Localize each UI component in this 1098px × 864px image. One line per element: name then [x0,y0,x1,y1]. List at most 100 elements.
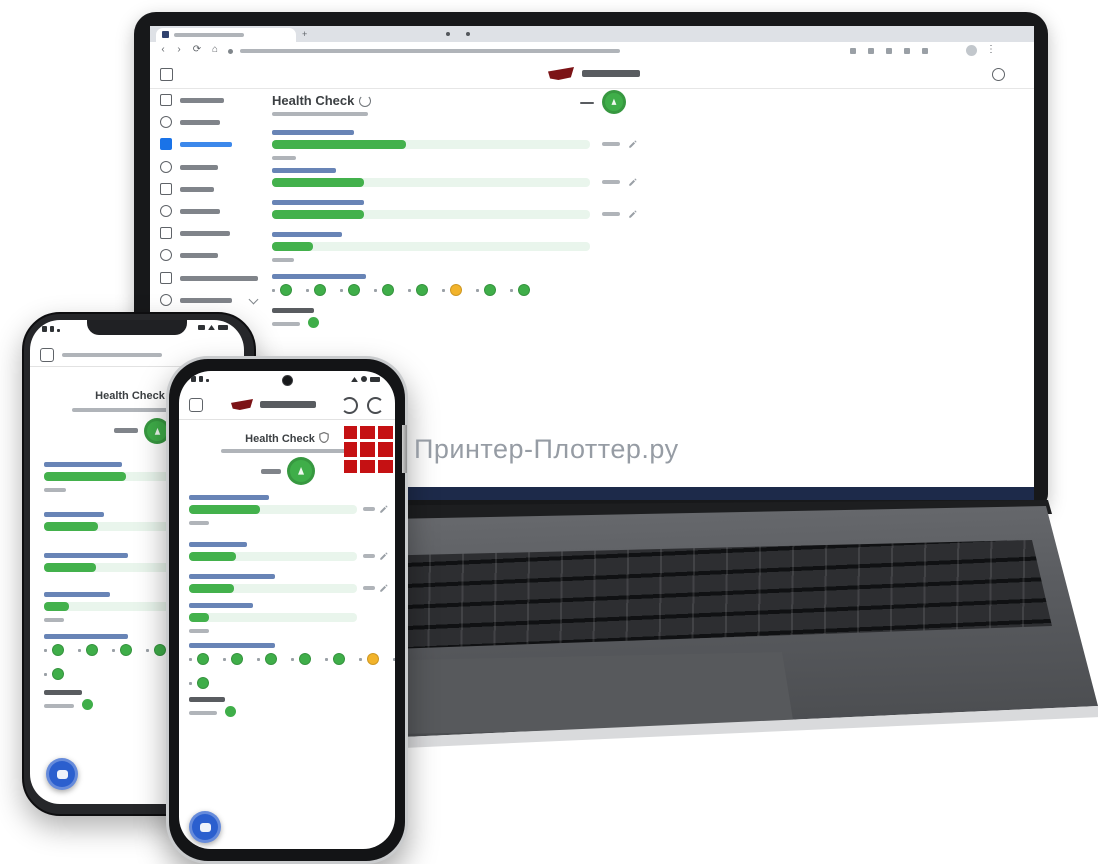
progress-track [189,584,357,593]
site-header [150,60,1034,88]
battery-icon [218,325,228,330]
status-label-blur [261,469,281,474]
supply-label-blur [44,592,110,597]
chevron-down-icon[interactable] [248,294,259,305]
progress-fill [44,563,97,572]
tabstrip-control-icon[interactable] [446,32,450,36]
sidebar-item-label-blur [180,209,220,214]
sidebar-item[interactable] [150,225,270,245]
status-indicator [272,284,292,296]
supply-label-blur [44,462,122,467]
self-check-status-dot [225,706,236,717]
sidebar-item-icon [160,205,172,217]
reload-icon[interactable]: ⟳ [192,44,202,55]
menu-icon[interactable] [160,68,173,81]
profile-avatar[interactable] [966,45,977,56]
shield-icon [319,430,329,448]
progress-fill [189,505,260,514]
supply-label-blur [189,603,253,608]
status-indicator [189,677,209,689]
new-tab-button[interactable]: + [302,29,308,39]
sidebar-item[interactable] [150,292,270,312]
status-indicator [393,653,395,665]
extension-icon[interactable] [904,48,910,54]
extension-icon[interactable] [886,48,892,54]
sidebar-item[interactable] [150,159,270,179]
chat-fab-button[interactable] [46,758,78,790]
brand-logo-icon [231,399,253,410]
status-indicator [78,644,98,656]
sidebar-item-label-blur [180,231,230,237]
wifi-icon [351,377,358,382]
sidebar-item[interactable] [150,114,270,134]
brand-logo-icon [548,67,574,80]
status-indicator [325,653,345,665]
history-icon[interactable] [367,397,384,414]
sidebar-item-icon [160,138,172,151]
phone-url-blur[interactable] [62,353,162,357]
status-indicator [44,644,64,656]
refresh-icon[interactable] [359,94,372,107]
supply-subtext-blur [272,258,294,262]
progress-track [272,210,590,219]
browser-tab-strip: + [150,26,1034,42]
progress-fill [272,210,365,219]
indicators-row-wrap [44,668,78,680]
sidebar-item[interactable] [150,247,270,267]
sidebar-item-label-blur [180,98,224,103]
brand-logo [548,67,640,80]
wifi-icon [208,325,215,330]
self-check-heading-blur [44,690,82,695]
tabs-icon[interactable] [189,398,203,412]
sidebar-item-icon [160,293,172,306]
indicators-heading-blur [272,274,366,279]
status-indicator [442,284,462,296]
sidebar-item[interactable] [150,92,270,112]
status-indicator [257,653,277,665]
sidebar-item-label-blur [180,253,218,259]
back-icon[interactable]: ‹ [161,44,165,55]
sidebar-item-icon [160,116,172,129]
supply-subtext-blur [189,629,209,633]
supply-label-blur [44,512,104,517]
self-check-text-blur [272,322,300,326]
header-divider [150,88,1034,89]
tabstrip-control-icon[interactable] [466,32,470,36]
edit-pencil-icon[interactable] [379,583,389,593]
edit-pencil-icon[interactable] [379,504,389,514]
sidebar-item-label-blur [180,186,214,192]
browser-menu-icon[interactable]: ⋮ [986,44,996,55]
overall-status-badge [287,457,315,485]
forward-icon[interactable]: › [177,44,181,55]
sidebar-item[interactable] [150,270,270,290]
supply-label-blur [189,574,275,579]
power-icon[interactable] [992,68,1005,81]
edit-pencil-icon[interactable] [628,177,638,187]
extension-icon[interactable] [922,48,928,54]
home-icon[interactable]: ⌂ [211,44,219,55]
edit-pencil-icon[interactable] [628,209,638,219]
camera-hole-icon [282,375,293,386]
refresh-icon[interactable] [341,397,358,414]
phone-browser-bar [30,344,244,367]
sidebar-item[interactable] [150,181,270,201]
supply-value-blur [363,507,375,511]
status-indicator [510,284,530,296]
site-info-icon[interactable] [40,348,54,362]
sidebar-item[interactable] [150,203,270,223]
chat-fab-button[interactable] [189,811,221,843]
extension-icon[interactable] [850,48,856,54]
url-text-blur[interactable] [240,49,620,53]
extension-icon[interactable] [868,48,874,54]
edit-pencil-icon[interactable] [379,551,389,561]
brand-logo-text-blur [582,70,640,77]
status-indicator [374,284,394,296]
sidebar-item-icon [160,227,172,240]
sidebar-item[interactable] [150,136,270,156]
browser-tab[interactable] [156,28,296,42]
sidebar-item-icon [160,94,172,106]
progress-track [272,242,590,251]
progress-fill [189,552,237,561]
overall-status-badge [144,418,170,444]
edit-pencil-icon[interactable] [628,139,638,149]
